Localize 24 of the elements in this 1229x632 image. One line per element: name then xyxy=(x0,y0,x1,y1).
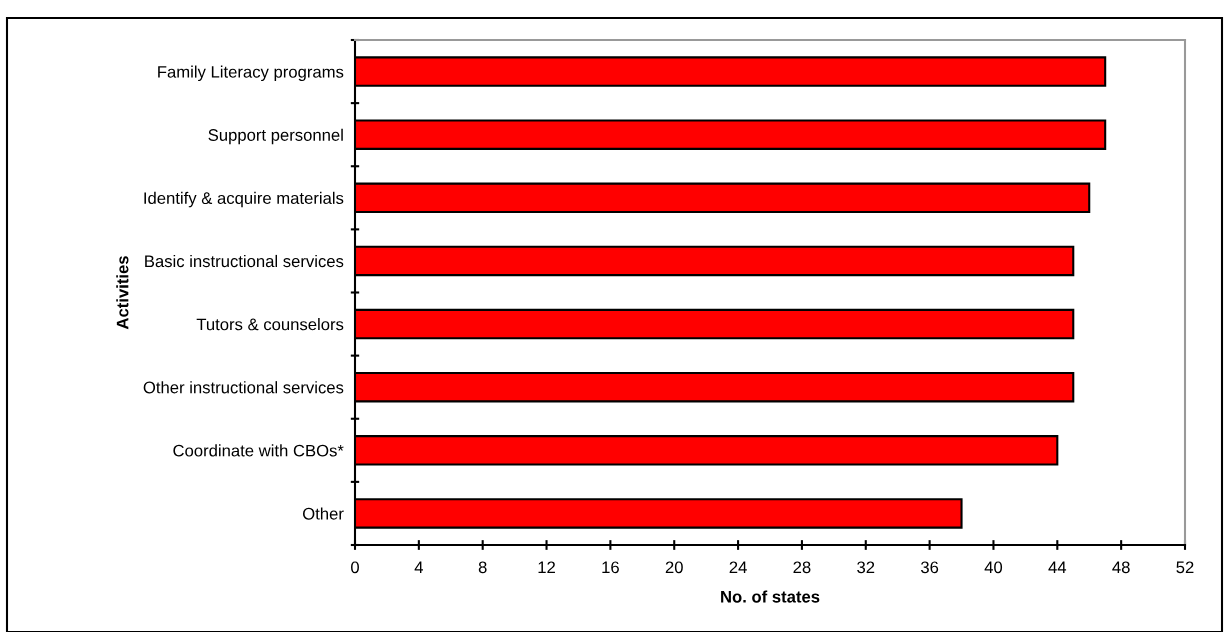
x-axis-title: No. of states xyxy=(721,590,820,603)
y-tick-label: Family Literacy programs xyxy=(158,65,344,82)
x-tick-label: 20 xyxy=(665,561,683,574)
y-tick-label: Basic instructional services xyxy=(145,254,344,268)
y-tick-label: Other xyxy=(303,507,344,520)
x-tick-label: 48 xyxy=(1112,561,1130,574)
y-tick-label: Identify & acquire materials xyxy=(144,191,344,208)
y-tick-label: Coordinate with CBOs* xyxy=(173,444,344,457)
x-tick-label: 40 xyxy=(984,561,1003,574)
y-axis-title: Activities xyxy=(116,256,129,330)
x-tick-label: 36 xyxy=(920,561,939,574)
x-tick-label: 32 xyxy=(857,561,875,574)
x-tick-label: 4 xyxy=(414,561,423,574)
x-tick-label: 24 xyxy=(729,561,747,574)
x-tick-label: 28 xyxy=(793,561,811,574)
x-tick-label: 0 xyxy=(351,561,359,574)
x-tick-label: 8 xyxy=(478,561,487,574)
x-tick-label: 52 xyxy=(1176,561,1194,574)
y-tick-label: Support personnel xyxy=(208,128,343,145)
y-tick-label: Other instructional services xyxy=(143,381,344,394)
x-tick-label: 12 xyxy=(538,561,555,574)
x-tick-label: 44 xyxy=(1048,561,1067,574)
y-tick-label: Tutors & counselors xyxy=(196,318,344,331)
x-tick-label: 16 xyxy=(602,561,619,574)
